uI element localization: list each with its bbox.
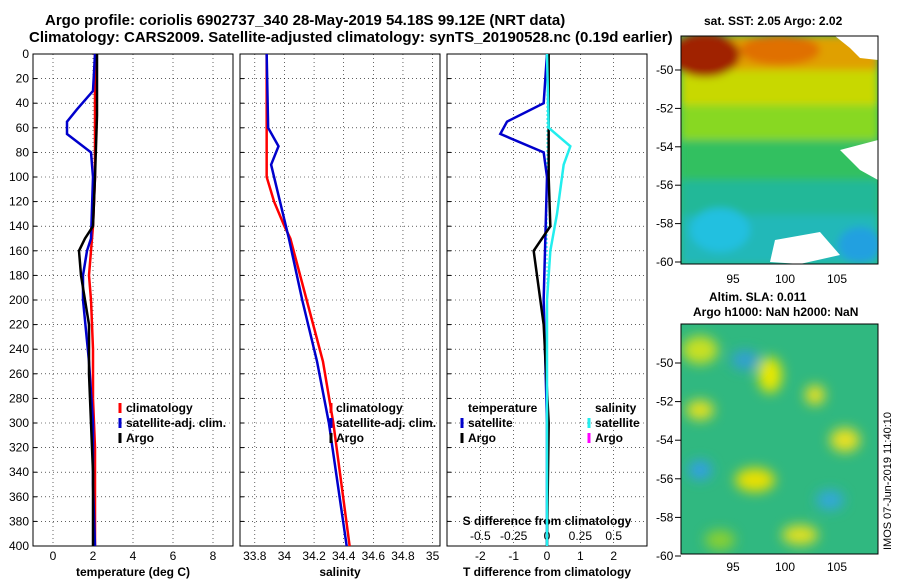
sla-y-tick-label: -56 (656, 472, 674, 486)
y-tick-label: 320 (9, 441, 29, 455)
y-tick-label: 240 (9, 342, 29, 356)
x-tick-label: -2 (475, 549, 486, 563)
y-tick-label: 140 (9, 219, 29, 233)
sla-y-tick-label: -60 (656, 549, 674, 563)
y-tick-label: 100 (9, 170, 29, 184)
sst-map-title: sat. SST: 2.05 Argo: 2.02 (704, 14, 843, 28)
legend-label: Argo (468, 431, 496, 445)
sst-map[interactable] (670, 33, 882, 265)
legend-title-salinity: salinity (595, 401, 637, 415)
y-tick-label: 300 (9, 416, 29, 430)
sst-map-frame (680, 35, 879, 265)
y-tick-label: 160 (9, 244, 29, 258)
s-tick-label: -0.5 (470, 529, 491, 543)
y-tick-label: 400 (9, 539, 29, 553)
sst-y-tick-label: -58 (656, 217, 674, 231)
s-tick-label: -0.25 (500, 529, 528, 543)
legend-label: climatology (336, 401, 403, 415)
sla-map-frame (680, 323, 879, 555)
y-tick-label: 20 (16, 72, 30, 86)
sst-y-tick-label: -60 (656, 255, 674, 269)
sla-x-tick-label: 95 (726, 560, 740, 574)
x-tick-label: 35 (426, 549, 440, 563)
x-tick-label: 1 (577, 549, 584, 563)
x-tick-label: 34.6 (362, 549, 386, 563)
s-tick-label: 0.25 (569, 529, 593, 543)
sla-y-tick-label: -54 (656, 433, 674, 447)
y-tick-label: 360 (9, 490, 29, 504)
x-tick-label: 33.8 (243, 549, 267, 563)
x-tick-label: -1 (508, 549, 519, 563)
x-tick-label: 8 (210, 549, 217, 563)
sst-y-tick-label: -54 (656, 140, 674, 154)
legend-label: Argo (595, 431, 623, 445)
series-line-satellite-adj--clim- (265, 53, 348, 547)
legend-label: Argo (336, 431, 364, 445)
y-tick-label: 0 (22, 47, 29, 61)
y-tick-label: 60 (16, 121, 30, 135)
x-axis-label: T difference from climatology (463, 565, 631, 579)
sla-map-title: Altim. SLA: 0.011 (709, 290, 807, 304)
legend-label: satellite (595, 416, 640, 430)
sla-x-tick-label: 105 (827, 560, 847, 574)
sla-x-tick-label: 100 (775, 560, 795, 574)
x-axis-label: salinity (319, 565, 361, 579)
legend-title-temperature: temperature (468, 401, 538, 415)
y-tick-label: 220 (9, 318, 29, 332)
y-tick-label: 340 (9, 465, 29, 479)
sst-x-tick-label: 105 (827, 272, 847, 286)
y-tick-label: 200 (9, 293, 29, 307)
x-tick-label: 34.4 (332, 549, 356, 563)
y-tick-label: 120 (9, 195, 29, 209)
sst-y-tick-label: -50 (656, 63, 674, 77)
y-tick-label: 80 (16, 145, 30, 159)
sla-map-subtitle: Argo h1000: NaN h2000: NaN (693, 305, 859, 319)
legend-label: Argo (126, 431, 154, 445)
x-tick-label: 6 (170, 549, 177, 563)
series-line-satellite-adj--clim- (65, 53, 97, 547)
sst-x-tick-label: 95 (726, 272, 740, 286)
x-tick-label: 2 (610, 549, 617, 563)
sst-x-tick-label: 100 (775, 272, 795, 286)
x-tick-label: 34.2 (302, 549, 326, 563)
legend-label: satellite-adj. clim. (336, 416, 436, 430)
plot-title-line2: Climatology: CARS2009. Satellite-adjuste… (29, 29, 673, 46)
x-axis-label: temperature (deg C) (76, 565, 190, 579)
x-tick-label: 0 (544, 549, 551, 563)
sla-y-tick-label: -50 (656, 356, 674, 370)
sla-y-tick-label: -58 (656, 510, 674, 524)
y-tick-label: 180 (9, 268, 29, 282)
sst-y-tick-label: -52 (656, 101, 674, 115)
sla-y-tick-label: -52 (656, 395, 674, 409)
x-tick-label: 2 (90, 549, 97, 563)
x-tick-label: 0 (50, 549, 57, 563)
legend-label: satellite-adj. clim. (126, 416, 226, 430)
legend-label: satellite (468, 416, 513, 430)
series-line-argo (77, 54, 99, 546)
x-tick-label: 34 (278, 549, 292, 563)
x-tick-label: 34.8 (391, 549, 415, 563)
plot-title-line1: Argo profile: coriolis 6902737_340 28-Ma… (45, 12, 566, 29)
y-tick-label: 280 (9, 391, 29, 405)
series-line-climatology (265, 54, 351, 547)
legend-label: climatology (126, 401, 193, 415)
s-tick-label: 0.5 (605, 529, 622, 543)
y-tick-label: 380 (9, 514, 29, 528)
y-tick-label: 260 (9, 367, 29, 381)
series-line-s-satellite (545, 53, 572, 546)
y-tick-label: 40 (16, 96, 30, 110)
sst-y-tick-label: -56 (656, 178, 674, 192)
sla-map[interactable] (681, 324, 878, 554)
x-tick-label: 4 (130, 549, 137, 563)
